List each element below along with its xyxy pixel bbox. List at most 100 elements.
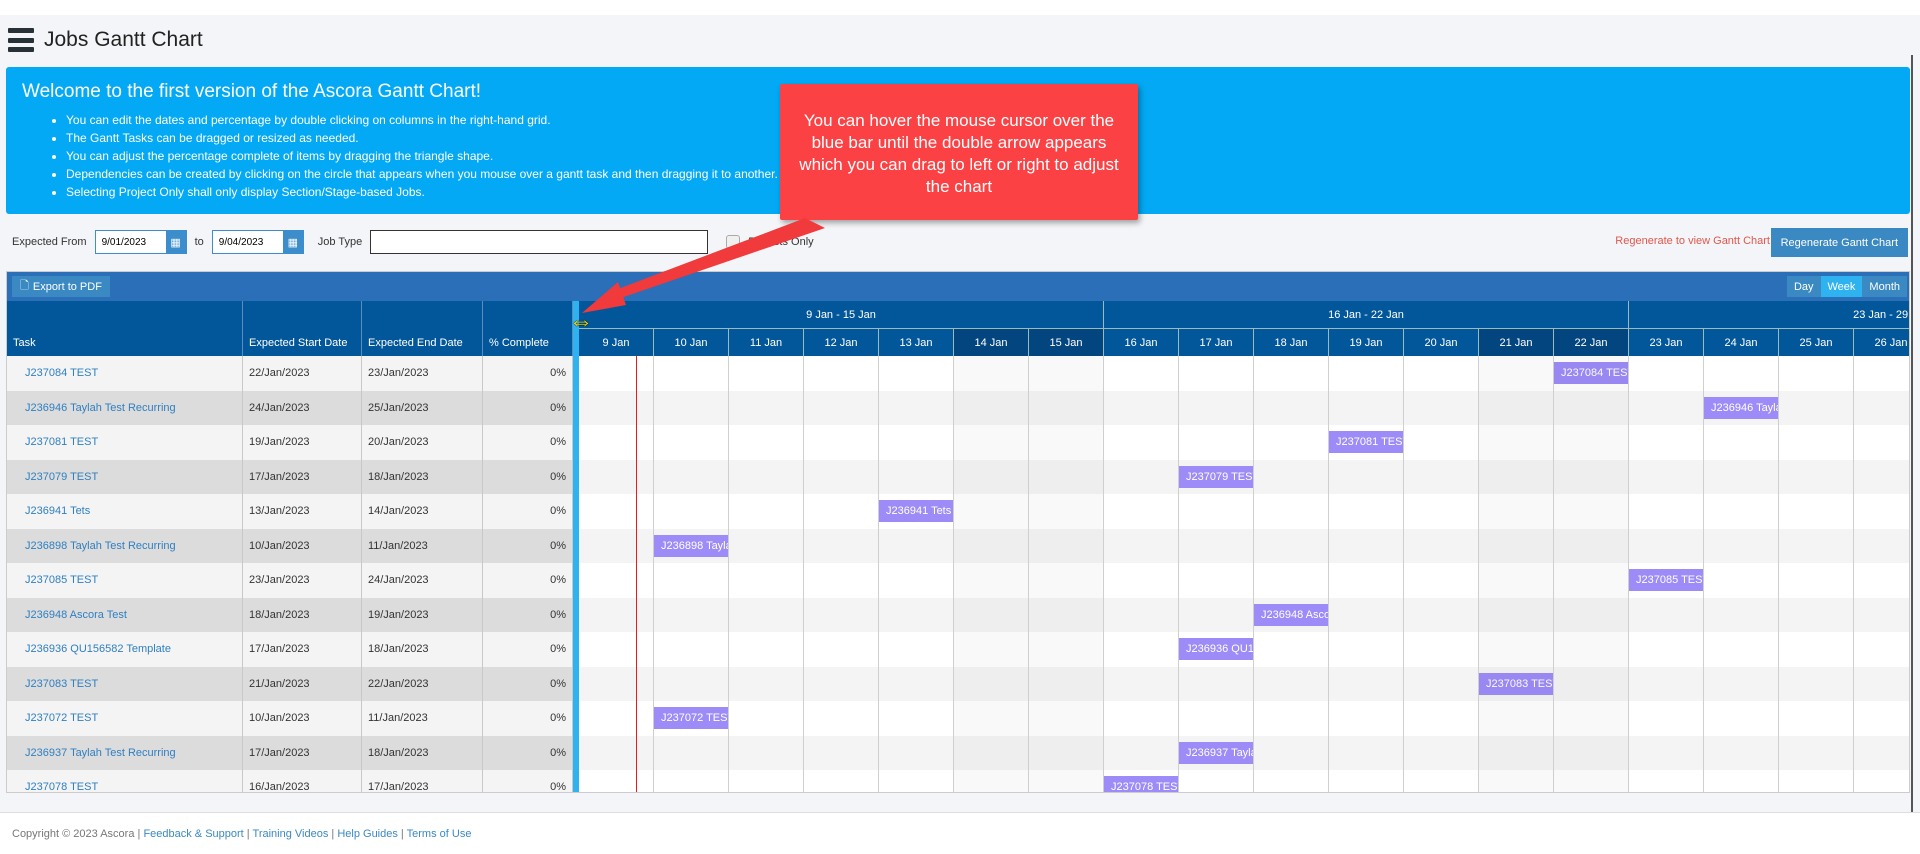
footer-link-help[interactable]: Help Guides <box>337 828 398 840</box>
gantt-task-bar[interactable]: J237081 TEST <box>1329 431 1404 453</box>
table-row[interactable]: J236948 Ascora Test 18/Jan/2023 19/Jan/202… <box>7 597 573 632</box>
table-row[interactable]: J237083 TEST 21/Jan/2023 22/Jan/2023 0% <box>7 666 573 701</box>
task-link[interactable]: J237083 TEST <box>7 666 243 701</box>
percent-complete-cell[interactable]: 0% <box>483 356 573 391</box>
column-header-start[interactable]: Expected Start Date <box>243 301 362 356</box>
end-date-cell[interactable]: 18/Jan/2023 <box>362 459 483 494</box>
task-link[interactable]: J237078 TEST <box>7 770 243 792</box>
end-date-cell[interactable]: 19/Jan/2023 <box>362 597 483 632</box>
table-row[interactable]: J237085 TEST 23/Jan/2023 24/Jan/2023 0% <box>7 563 573 598</box>
percent-complete-cell[interactable]: 0% <box>483 632 573 667</box>
table-row[interactable]: J237078 TEST 16/Jan/2023 17/Jan/2023 0% <box>7 770 573 792</box>
percent-complete-cell[interactable]: 0% <box>483 563 573 598</box>
gantt-task-bar[interactable]: J236898 Taylah Test Recurring <box>654 534 729 557</box>
regenerate-gantt-button[interactable]: Regenerate Gantt Chart <box>1770 228 1908 257</box>
table-row[interactable]: J237081 TEST 19/Jan/2023 20/Jan/2023 0% <box>7 425 573 460</box>
end-date-cell[interactable]: 18/Jan/2023 <box>362 735 483 770</box>
view-day-button[interactable]: Day <box>1786 276 1821 297</box>
end-date-cell[interactable]: 11/Jan/2023 <box>362 701 483 736</box>
column-header-end[interactable]: Expected End Date <box>362 301 483 356</box>
end-date-cell[interactable]: 24/Jan/2023 <box>362 563 483 598</box>
start-date-cell[interactable]: 16/Jan/2023 <box>243 770 362 792</box>
start-date-cell[interactable]: 19/Jan/2023 <box>243 425 362 460</box>
view-month-button[interactable]: Month <box>1862 276 1907 297</box>
end-date-cell[interactable]: 17/Jan/2023 <box>362 770 483 792</box>
task-link[interactable]: J237084 TEST <box>7 356 243 391</box>
gantt-task-bar[interactable]: J237084 TEST <box>1554 362 1629 384</box>
task-link[interactable]: J236946 Taylah Test Recurring <box>7 390 243 425</box>
task-link[interactable]: J236936 QU156582 Template <box>7 632 243 667</box>
table-row[interactable]: J236898 Taylah Test Recurring 10/Jan/2023… <box>7 528 573 563</box>
end-date-cell[interactable]: 20/Jan/2023 <box>362 425 483 460</box>
start-date-cell[interactable]: 23/Jan/2023 <box>243 563 362 598</box>
gantt-task-bar[interactable]: J236936 QU156582 Template <box>1179 638 1254 660</box>
task-link[interactable]: J237079 TEST <box>7 459 243 494</box>
column-header-task[interactable]: Task <box>7 301 243 356</box>
percent-complete-cell[interactable]: 0% <box>483 459 573 494</box>
task-link[interactable]: J237081 TEST <box>7 425 243 460</box>
table-row[interactable]: J236946 Taylah Test Recurring 24/Jan/2023… <box>7 390 573 425</box>
table-row[interactable]: J237072 TEST 10/Jan/2023 11/Jan/2023 0% <box>7 701 573 736</box>
end-date-cell[interactable]: 18/Jan/2023 <box>362 632 483 667</box>
footer-link-feedback[interactable]: Feedback & Support <box>143 828 244 840</box>
start-date-cell[interactable]: 13/Jan/2023 <box>243 494 362 529</box>
start-date-cell[interactable]: 17/Jan/2023 <box>243 735 362 770</box>
percent-complete-cell[interactable]: 0% <box>483 494 573 529</box>
start-date-cell[interactable]: 17/Jan/2023 <box>243 459 362 494</box>
end-date-cell[interactable]: 25/Jan/2023 <box>362 390 483 425</box>
gantt-task-bar[interactable]: J237083 TEST <box>1479 672 1554 695</box>
hamburger-icon[interactable] <box>8 28 34 52</box>
from-date-picker[interactable]: ▦ <box>94 230 187 254</box>
end-date-cell[interactable]: 11/Jan/2023 <box>362 528 483 563</box>
percent-complete-cell[interactable]: 0% <box>483 425 573 460</box>
gantt-task-bar[interactable]: J237072 TEST <box>654 707 729 729</box>
calendar-icon[interactable]: ▦ <box>165 231 186 253</box>
projects-only-checkbox[interactable] <box>726 235 741 249</box>
percent-complete-cell[interactable]: 0% <box>483 701 573 736</box>
column-header-complete[interactable]: % Complete <box>483 301 573 356</box>
table-row[interactable]: J236937 Taylah Test Recurring 17/Jan/2023… <box>7 735 573 770</box>
task-link[interactable]: J237072 TEST <box>7 701 243 736</box>
percent-complete-cell[interactable]: 0% <box>483 597 573 632</box>
to-date-picker[interactable]: ▦ <box>211 230 304 254</box>
percent-complete-cell[interactable]: 0% <box>483 666 573 701</box>
start-date-cell[interactable]: 21/Jan/2023 <box>243 666 362 701</box>
start-date-cell[interactable]: 22/Jan/2023 <box>243 356 362 391</box>
task-link[interactable]: J236948 Ascora Test <box>7 597 243 632</box>
gantt-task-bar[interactable]: J236937 Taylah Test Recurring <box>1179 741 1254 764</box>
export-pdf-button[interactable]: 🗋 Export to PDF <box>12 276 110 297</box>
footer-link-terms[interactable]: Terms of Use <box>406 828 472 840</box>
end-date-cell[interactable]: 14/Jan/2023 <box>362 494 483 529</box>
task-link[interactable]: J236898 Taylah Test Recurring <box>7 528 243 563</box>
start-date-cell[interactable]: 18/Jan/2023 <box>243 597 362 632</box>
footer-link-training[interactable]: Training Videos <box>252 828 329 840</box>
gantt-task-bar[interactable]: J236946 Taylah Test Recurring <box>1704 396 1779 419</box>
end-date-cell[interactable]: 22/Jan/2023 <box>362 666 483 701</box>
table-row[interactable]: J236941 Tets 13/Jan/2023 14/Jan/2023 0% <box>7 494 573 529</box>
job-type-input[interactable] <box>370 230 709 254</box>
percent-complete-cell[interactable]: 0% <box>483 528 573 563</box>
task-link[interactable]: J236941 Tets <box>7 494 243 529</box>
percent-complete-cell[interactable]: 0% <box>483 770 573 792</box>
table-row[interactable]: J236936 QU156582 Template 17/Jan/2023 18/J… <box>7 632 573 667</box>
gantt-task-bar[interactable]: J236948 Ascora Test <box>1254 603 1329 626</box>
table-row[interactable]: J237084 TEST 22/Jan/2023 23/Jan/2023 0% <box>7 356 573 391</box>
from-date-input[interactable] <box>95 231 166 253</box>
start-date-cell[interactable]: 24/Jan/2023 <box>243 390 362 425</box>
gantt-task-bar[interactable]: J236941 Tets <box>879 500 954 522</box>
start-date-cell[interactable]: 17/Jan/2023 <box>243 632 362 667</box>
page-scrollbar[interactable] <box>1911 55 1913 812</box>
end-date-cell[interactable]: 23/Jan/2023 <box>362 356 483 391</box>
calendar-icon[interactable]: ▦ <box>282 231 303 253</box>
grid-splitter[interactable] <box>573 301 579 792</box>
percent-complete-cell[interactable]: 0% <box>483 735 573 770</box>
task-link[interactable]: J236937 Taylah Test Recurring <box>7 735 243 770</box>
task-link[interactable]: J237085 TEST <box>7 563 243 598</box>
percent-complete-cell[interactable]: 0% <box>483 390 573 425</box>
view-week-button[interactable]: Week <box>1820 276 1863 297</box>
gantt-task-bar[interactable]: J237079 TEST <box>1179 465 1254 488</box>
table-row[interactable]: J237079 TEST 17/Jan/2023 18/Jan/2023 0% <box>7 459 573 494</box>
gantt-task-bar[interactable]: J237078 TEST <box>1104 776 1179 792</box>
start-date-cell[interactable]: 10/Jan/2023 <box>243 701 362 736</box>
to-date-input[interactable] <box>212 231 283 253</box>
